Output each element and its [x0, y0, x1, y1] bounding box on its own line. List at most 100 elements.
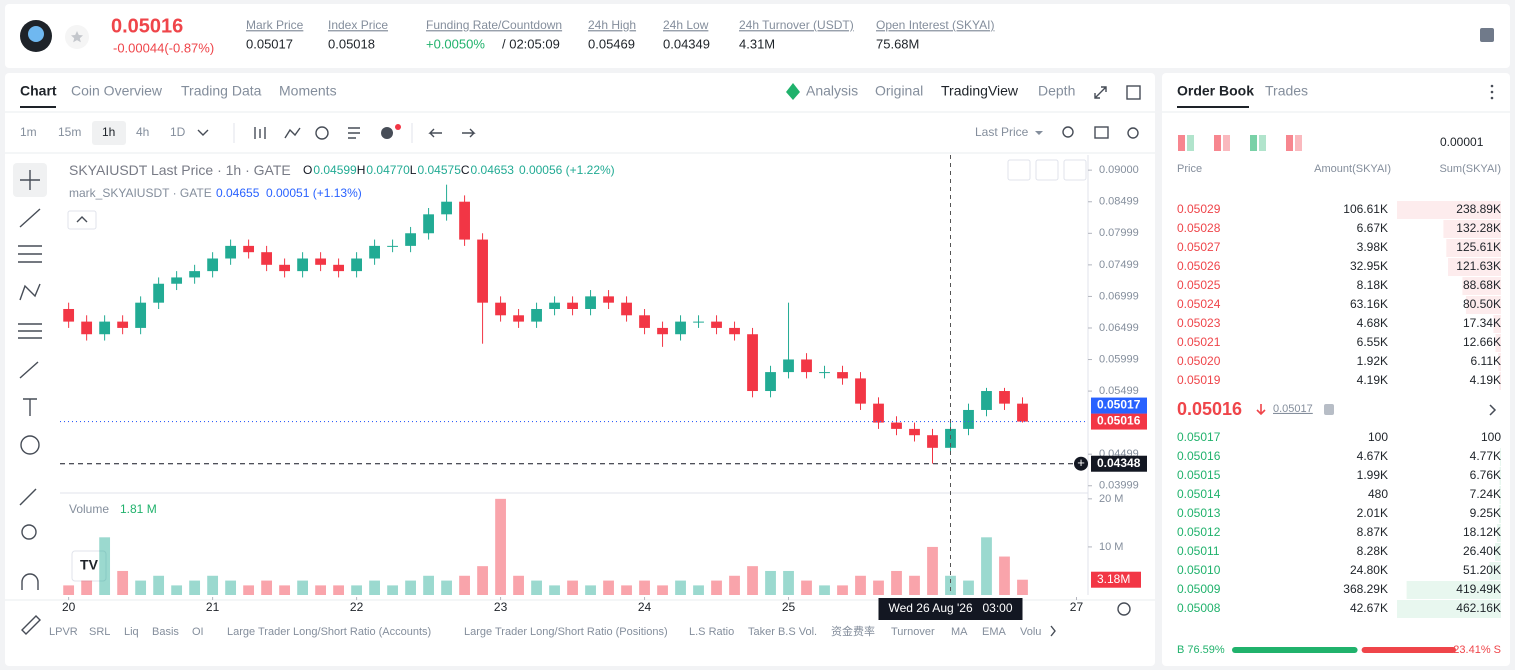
window-icon[interactable] [1126, 85, 1141, 100]
candle-body [711, 321, 722, 328]
redo-icon[interactable] [462, 128, 476, 138]
volume-bar [135, 580, 147, 595]
magnet-tool[interactable] [21, 573, 39, 590]
volume-bar [387, 585, 398, 595]
depth-bar [1446, 239, 1501, 257]
shield [1324, 404, 1334, 415]
view-icon [1214, 135, 1221, 151]
scroll-button[interactable] [1007, 159, 1031, 181]
menu-dot[interactable] [1490, 84, 1494, 88]
volume-bar [783, 570, 794, 595]
x-tick-label: 20 [62, 600, 76, 614]
volume-bar [837, 585, 848, 595]
legend-part: C [461, 163, 470, 177]
emoji-tool[interactable] [20, 435, 40, 455]
drawing-toolbar [13, 163, 47, 635]
template-icon[interactable] [348, 127, 360, 139]
indicator-tab: Large Trader Long/Short Ratio (Accounts) [227, 626, 431, 638]
reset-button[interactable] [1063, 159, 1087, 181]
volume-bar [351, 585, 362, 595]
ob-sum: 51.20K [1463, 563, 1501, 577]
ob-price: 0.05019 [1177, 373, 1221, 387]
price-label: 0.05016 [1097, 414, 1141, 428]
view-icon [1178, 135, 1185, 151]
ob-sum: 26.40K [1463, 544, 1501, 558]
candle-type-icon[interactable] [254, 127, 266, 139]
undo-icon[interactable] [428, 128, 442, 138]
volume-bar [675, 580, 686, 595]
stat-extra: / 02:05:09 [502, 36, 560, 51]
chart-settings[interactable] [1117, 602, 1131, 616]
expand-icon[interactable] [1094, 86, 1107, 99]
search-icon[interactable] [1062, 126, 1074, 138]
volume-bar [495, 498, 506, 595]
camera-icon[interactable] [1094, 126, 1109, 139]
price-change: -0.00044(-0.87%) [113, 40, 214, 55]
volume-bar [549, 585, 560, 595]
gear-icon[interactable] [1127, 127, 1139, 139]
ruler-tool[interactable] [19, 488, 37, 506]
crosshair-tool[interactable] [20, 170, 40, 190]
tab[interactable]: Chart [20, 83, 57, 99]
crosshair-label-bg [878, 598, 1023, 620]
fib-tool[interactable] [18, 245, 42, 263]
analysis-icon [786, 83, 800, 100]
ob-amount: 6.55K [1357, 335, 1388, 349]
last-price: 0.05016 [111, 15, 183, 37]
dropdown-arrow[interactable] [1035, 131, 1043, 135]
brush-tool[interactable] [19, 361, 39, 379]
compare-icon[interactable] [315, 126, 329, 140]
volume-bar [369, 580, 380, 595]
add-order-plus: + [1077, 455, 1085, 470]
add-order[interactable] [1074, 456, 1088, 471]
ob-tab[interactable]: Order Book [1177, 83, 1254, 99]
dropdown-arrow[interactable] [197, 129, 209, 136]
volume-value: 1.81 M [120, 502, 157, 516]
forecast-tool[interactable] [18, 323, 42, 339]
settings-icon[interactable] [1480, 28, 1494, 42]
candle-body [333, 264, 344, 272]
stat-value: 0.04349 [663, 36, 710, 51]
volume-bar [945, 575, 956, 595]
candle-body [369, 245, 380, 259]
pencil-tool[interactable] [21, 615, 41, 635]
orderbook-panel [1162, 73, 1510, 666]
volume-bar [963, 580, 974, 595]
ob-price: 0.05025 [1177, 278, 1221, 292]
ob-price: 0.05009 [1177, 582, 1221, 596]
candle-body [513, 315, 524, 322]
price-label: 0.05017 [1097, 398, 1141, 412]
tab[interactable]: Coin Overview [71, 83, 163, 99]
indicator-icon[interactable] [284, 127, 301, 139]
volume-bar [729, 575, 740, 595]
ob-amount: 4.19K [1357, 373, 1388, 387]
text-tool[interactable] [23, 398, 37, 416]
chevron[interactable] [1489, 404, 1497, 416]
candle-body [729, 327, 740, 335]
candle-body [243, 245, 255, 253]
volume-bar [477, 566, 488, 595]
depth-bar [1499, 372, 1501, 390]
volume-bar [801, 580, 812, 595]
pattern-tool[interactable] [19, 283, 41, 301]
more-indicators[interactable] [1050, 625, 1056, 637]
alert-icon[interactable] [381, 127, 393, 139]
ob-amount: 4.67K [1357, 449, 1388, 463]
candle-body [189, 271, 201, 278]
zoom-tool[interactable] [21, 524, 37, 540]
tab[interactable]: Trading Data [181, 83, 262, 99]
view-icon [1295, 135, 1302, 151]
tab[interactable]: Moments [279, 83, 337, 99]
view-icon [1250, 135, 1257, 151]
ob-sum: 125.61K [1456, 240, 1501, 254]
tv-logo [71, 550, 107, 582]
candle-body [279, 264, 291, 272]
candle-body [657, 327, 668, 335]
collapse-legend[interactable] [67, 210, 97, 230]
ob-amount: 1.99K [1357, 468, 1388, 482]
volume-bar [459, 575, 470, 595]
ob-amount: 63.16K [1350, 297, 1388, 311]
scale-button[interactable] [1035, 159, 1059, 181]
ob-tab[interactable]: Trades [1265, 83, 1308, 99]
trendline-tool[interactable] [19, 208, 41, 228]
